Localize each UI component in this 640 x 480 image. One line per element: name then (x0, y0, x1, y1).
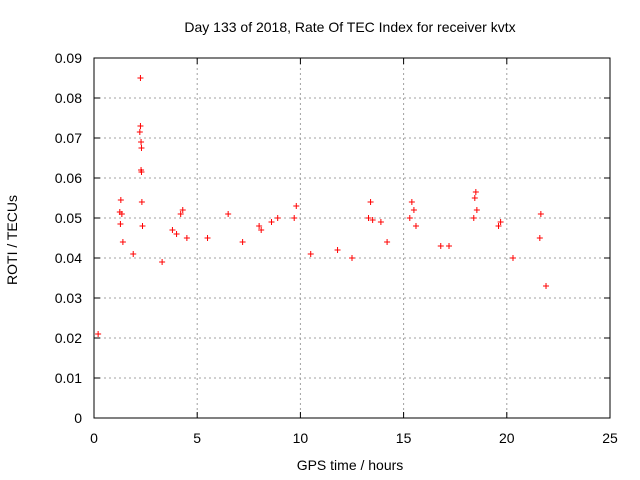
y-tick-label: 0.05 (55, 210, 82, 226)
x-tick-label: 20 (499, 430, 515, 446)
plot-frame (93, 57, 611, 419)
data-point (138, 169, 145, 175)
y-tick-label: 0.04 (55, 250, 82, 266)
x-axis-label: GPS time / hours (297, 457, 404, 473)
data-point (384, 239, 391, 245)
data-point (159, 259, 166, 265)
data-point (119, 239, 126, 245)
x-tick-label: 5 (193, 430, 201, 446)
data-point (446, 243, 453, 249)
data-point (173, 231, 180, 237)
y-tick-label: 0.01 (55, 370, 82, 386)
data-point (471, 195, 478, 201)
data-point (117, 221, 124, 227)
data-point (204, 235, 211, 241)
data-point (365, 215, 372, 221)
data-point (472, 189, 479, 195)
data-point (293, 203, 300, 209)
data-point (536, 235, 543, 241)
data-point (410, 207, 417, 213)
y-tick-label: 0.06 (55, 170, 82, 186)
data-point (179, 207, 186, 213)
data-point (412, 223, 419, 229)
y-tick-label: 0.07 (55, 130, 82, 146)
data-point (225, 211, 232, 217)
data-point (334, 247, 341, 253)
data-point (138, 199, 145, 205)
x-tick-label: 15 (396, 430, 412, 446)
data-point (169, 227, 176, 233)
y-axis-label: ROTI / TECUs (4, 195, 20, 285)
data-point (138, 145, 145, 151)
data-point (291, 215, 298, 221)
y-tick-label: 0.09 (55, 50, 82, 66)
x-tick-label: 0 (90, 430, 98, 446)
data-point (377, 219, 384, 225)
y-tick-label: 0.03 (55, 290, 82, 306)
data-point (138, 139, 145, 145)
data-point (274, 215, 281, 221)
data-point (307, 251, 314, 257)
y-tick-label: 0.02 (55, 330, 82, 346)
data-point (349, 255, 355, 261)
grid-lines (94, 58, 610, 418)
data-point (239, 239, 246, 245)
data-point (139, 223, 146, 229)
chart-title: Day 133 of 2018, Rate Of TEC Index for r… (184, 19, 515, 35)
axis-ticks: 0 5 10 15 20 25 0 0.01 0.02 0.03 0.04 0.05 0.06 0.07 0… (55, 50, 618, 446)
data-point (406, 215, 413, 221)
data-point (367, 199, 374, 205)
data-point (183, 235, 190, 241)
data-point (117, 197, 124, 203)
data-point (437, 243, 444, 249)
data-point (137, 123, 144, 129)
data-point (177, 211, 184, 217)
x-tick-label: 25 (602, 430, 618, 446)
data-point (369, 217, 376, 223)
data-point (537, 211, 544, 217)
data-point (473, 207, 480, 213)
data-point (95, 331, 102, 337)
data-point (495, 223, 502, 229)
data-point (256, 223, 263, 229)
data-point (408, 199, 415, 205)
data-point (258, 227, 265, 233)
data-point (470, 215, 477, 221)
y-tick-label: 0.08 (55, 90, 82, 106)
x-tick-label: 10 (293, 430, 309, 446)
data-points (95, 75, 550, 337)
data-point (509, 255, 516, 261)
data-point (118, 211, 125, 217)
data-point (268, 219, 275, 225)
y-tick-label: 0 (74, 410, 82, 426)
data-point (543, 283, 550, 289)
data-point (137, 75, 144, 81)
data-point (497, 219, 504, 225)
data-point (136, 129, 143, 135)
data-point (130, 251, 137, 257)
